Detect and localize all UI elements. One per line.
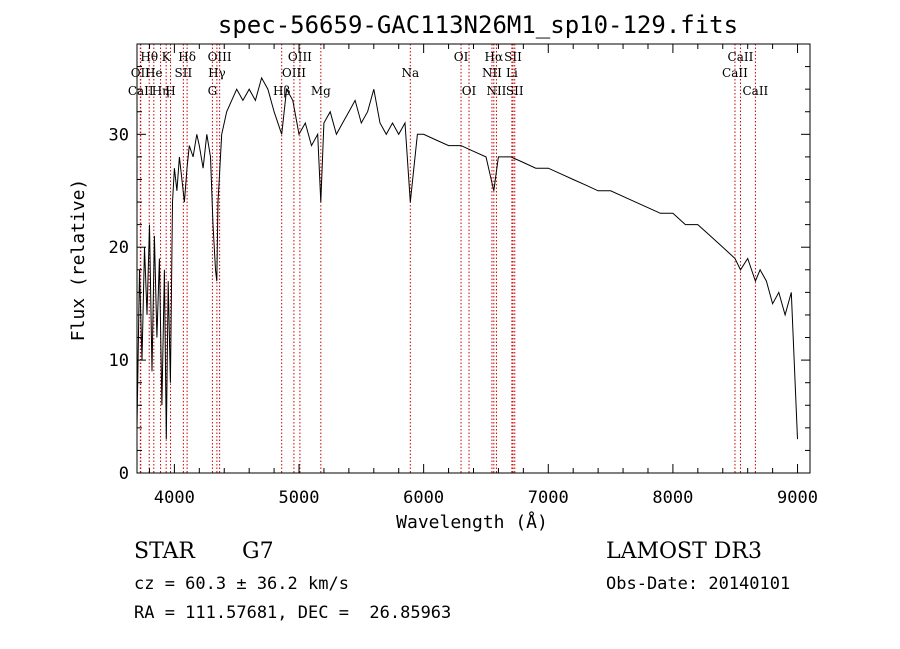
- y-axis-ticks: 0 10 20 30: [109, 66, 810, 484]
- line-marker-label-16: Na: [401, 66, 419, 80]
- line-marker-label-9: G: [208, 84, 218, 98]
- x-tick-label-3: 7000: [528, 488, 569, 508]
- x-tick-label-1: 5000: [279, 488, 320, 508]
- spectrum-line: [136, 76, 798, 440]
- line-marker-label-1: OII: [131, 66, 151, 80]
- y-axis-label: Flux (relative): [68, 179, 89, 342]
- line-marker-labels: HθOIICaIIHeHηKHSIIHδGOIIIHγHβOIIIOIIIMgN…: [128, 50, 769, 98]
- x-axis-label: Wavelength (Å): [396, 511, 548, 533]
- line-marker-label-15: Mg: [311, 84, 331, 98]
- x-tick-label-4: 8000: [652, 488, 693, 508]
- object-subclass: G7: [242, 539, 274, 564]
- y-tick-label-0: 0: [119, 464, 129, 484]
- x-axis-ticks: 4000 5000 6000 7000 8000 9000: [148, 44, 818, 508]
- line-marker-label-24: SII: [506, 84, 524, 98]
- line-marker-label-6: H: [165, 84, 175, 98]
- line-marker-label-18: OI: [462, 84, 477, 98]
- y-tick-label-2: 20: [109, 238, 129, 258]
- line-marker-label-17: OI: [454, 50, 469, 64]
- line-marker-label-3: He: [145, 66, 163, 80]
- line-marker-label-5: K: [162, 50, 172, 64]
- line-markers: [139, 44, 756, 473]
- line-marker-label-20: NII: [482, 66, 502, 80]
- line-marker-label-26: CaII: [722, 66, 748, 80]
- line-marker-label-7: SII: [175, 66, 193, 80]
- line-marker-label-10: OIII: [208, 50, 232, 64]
- line-marker-label-8: Hδ: [178, 50, 196, 64]
- line-marker-label-13: OIII: [282, 66, 306, 80]
- line-marker-label-21: NII: [486, 84, 506, 98]
- y-tick-label-1: 10: [109, 351, 129, 371]
- object-class: STAR: [134, 539, 195, 564]
- line-marker-label-27: CaII: [742, 84, 768, 98]
- survey-name: LAMOST DR3: [606, 539, 762, 564]
- coordinates: RA = 111.57681, DEC = 26.85963: [134, 603, 452, 623]
- line-marker-label-11: Hγ: [208, 66, 226, 80]
- line-marker-label-4: Hη: [152, 84, 170, 98]
- line-marker-label-14: OIII: [288, 50, 312, 64]
- line-marker-label-22: SII: [504, 50, 522, 64]
- observation-date: Obs-Date: 20140101: [606, 574, 791, 594]
- plot-frame: [136, 43, 811, 474]
- x-tick-label-0: 4000: [154, 488, 195, 508]
- line-marker-label-0: Hθ: [140, 50, 158, 64]
- line-marker-label-25: CaII: [728, 50, 754, 64]
- x-tick-label-5: 9000: [777, 488, 818, 508]
- y-tick-label-3: 30: [109, 125, 129, 145]
- redshift-value: cz = 60.3 ± 36.2 km/s: [134, 574, 349, 594]
- line-marker-label-19: Hα: [485, 50, 504, 64]
- chart-title: spec-56659-GAC113N26M1_sp10-129.fits: [218, 11, 738, 39]
- line-marker-label-2: CaII: [128, 84, 154, 98]
- x-tick-label-2: 6000: [403, 488, 444, 508]
- line-marker-label-23: Li: [506, 66, 518, 80]
